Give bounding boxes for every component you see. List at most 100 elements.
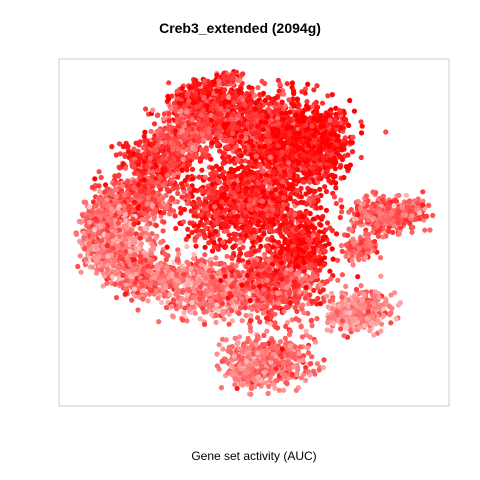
cell-point (125, 179, 131, 185)
cell-point (343, 164, 349, 170)
cell-point (243, 185, 250, 191)
cell-point (235, 186, 241, 192)
cell-point (98, 223, 104, 229)
cell-point (171, 172, 177, 178)
cell-point (294, 166, 301, 173)
cell-point (208, 171, 214, 177)
cell-point (222, 87, 228, 93)
cell-point (213, 213, 219, 219)
cell-point (202, 244, 208, 250)
cell-point (167, 211, 173, 217)
cell-point (299, 89, 305, 95)
cell-point (276, 195, 282, 202)
cell-point (133, 140, 139, 146)
cell-point (122, 153, 128, 159)
cell-point (192, 235, 198, 242)
cell-point (301, 152, 307, 158)
cell-point (221, 93, 227, 99)
cell-point (358, 154, 364, 161)
cell-point (350, 134, 356, 140)
cell-point (136, 182, 142, 188)
cell-point (117, 151, 123, 157)
cell-point (322, 164, 328, 171)
cell-point (181, 189, 187, 195)
cell-point (315, 197, 321, 204)
cell-point (131, 240, 137, 246)
cell-point (192, 187, 198, 193)
cell-point (260, 184, 266, 190)
cell-point (213, 169, 219, 175)
cell-point (247, 197, 253, 203)
cell-point (115, 243, 121, 249)
cell-point (140, 145, 146, 151)
cell-point (263, 119, 269, 125)
cell-point (93, 244, 99, 250)
cell-point (256, 103, 263, 109)
cell-point (342, 116, 349, 123)
cell-point (301, 170, 307, 176)
cell-point (288, 191, 294, 197)
cell-point (287, 118, 293, 124)
cell-point (283, 217, 289, 223)
cell-point (302, 86, 308, 92)
cell-point (271, 145, 277, 151)
cell-point (305, 105, 311, 111)
cell-point (175, 190, 181, 196)
cell-point (313, 99, 319, 105)
cell-point (295, 146, 301, 153)
cell-point (95, 208, 101, 214)
cell-point (319, 100, 326, 106)
cell-point (305, 81, 311, 87)
cell-point (202, 174, 208, 180)
cell-point (93, 216, 99, 222)
cell-point (131, 221, 137, 227)
cell-point (220, 150, 226, 156)
chart-title: Creb3_extended (2094g) (159, 20, 321, 36)
cell-point (288, 168, 294, 174)
cell-point (349, 149, 356, 155)
cell-point (230, 190, 236, 196)
cell-point (218, 205, 224, 211)
cell-point (191, 223, 197, 229)
cell-point (311, 87, 317, 93)
cell-point (267, 154, 273, 160)
cell-point (159, 156, 166, 162)
cell-point (198, 212, 204, 218)
cell-point (153, 235, 159, 241)
cell-point (242, 165, 248, 171)
cell-point (230, 130, 236, 137)
cell-point (81, 235, 87, 241)
cell-point (229, 123, 235, 129)
cell-point (126, 192, 132, 198)
cell-point (338, 125, 344, 131)
cell-point (324, 138, 330, 145)
cell-point (238, 217, 244, 223)
cell-point (121, 192, 127, 198)
cell-point (213, 229, 219, 235)
cell-point (313, 112, 320, 118)
cell-point (144, 226, 150, 232)
cell-point (173, 225, 179, 232)
cell-point (306, 142, 312, 149)
cell-point (270, 207, 276, 213)
cell-point (77, 238, 83, 244)
cell-point (327, 117, 333, 123)
cell-point (81, 230, 87, 236)
cell-point (351, 108, 357, 114)
cell-point (135, 205, 141, 211)
cell-point (251, 229, 257, 235)
cell-point (276, 121, 282, 127)
cell-point (246, 145, 252, 151)
cell-point (222, 124, 228, 131)
cell-point (209, 140, 215, 146)
cell-point (224, 253, 230, 259)
cell-point (243, 198, 249, 204)
cell-point (282, 172, 288, 178)
cell-point (183, 236, 189, 242)
cell-point (85, 251, 91, 257)
cell-point (234, 213, 240, 219)
cell-point (238, 194, 244, 200)
cell-point (347, 97, 353, 104)
cell-point (227, 211, 233, 217)
cell-point (225, 180, 232, 186)
